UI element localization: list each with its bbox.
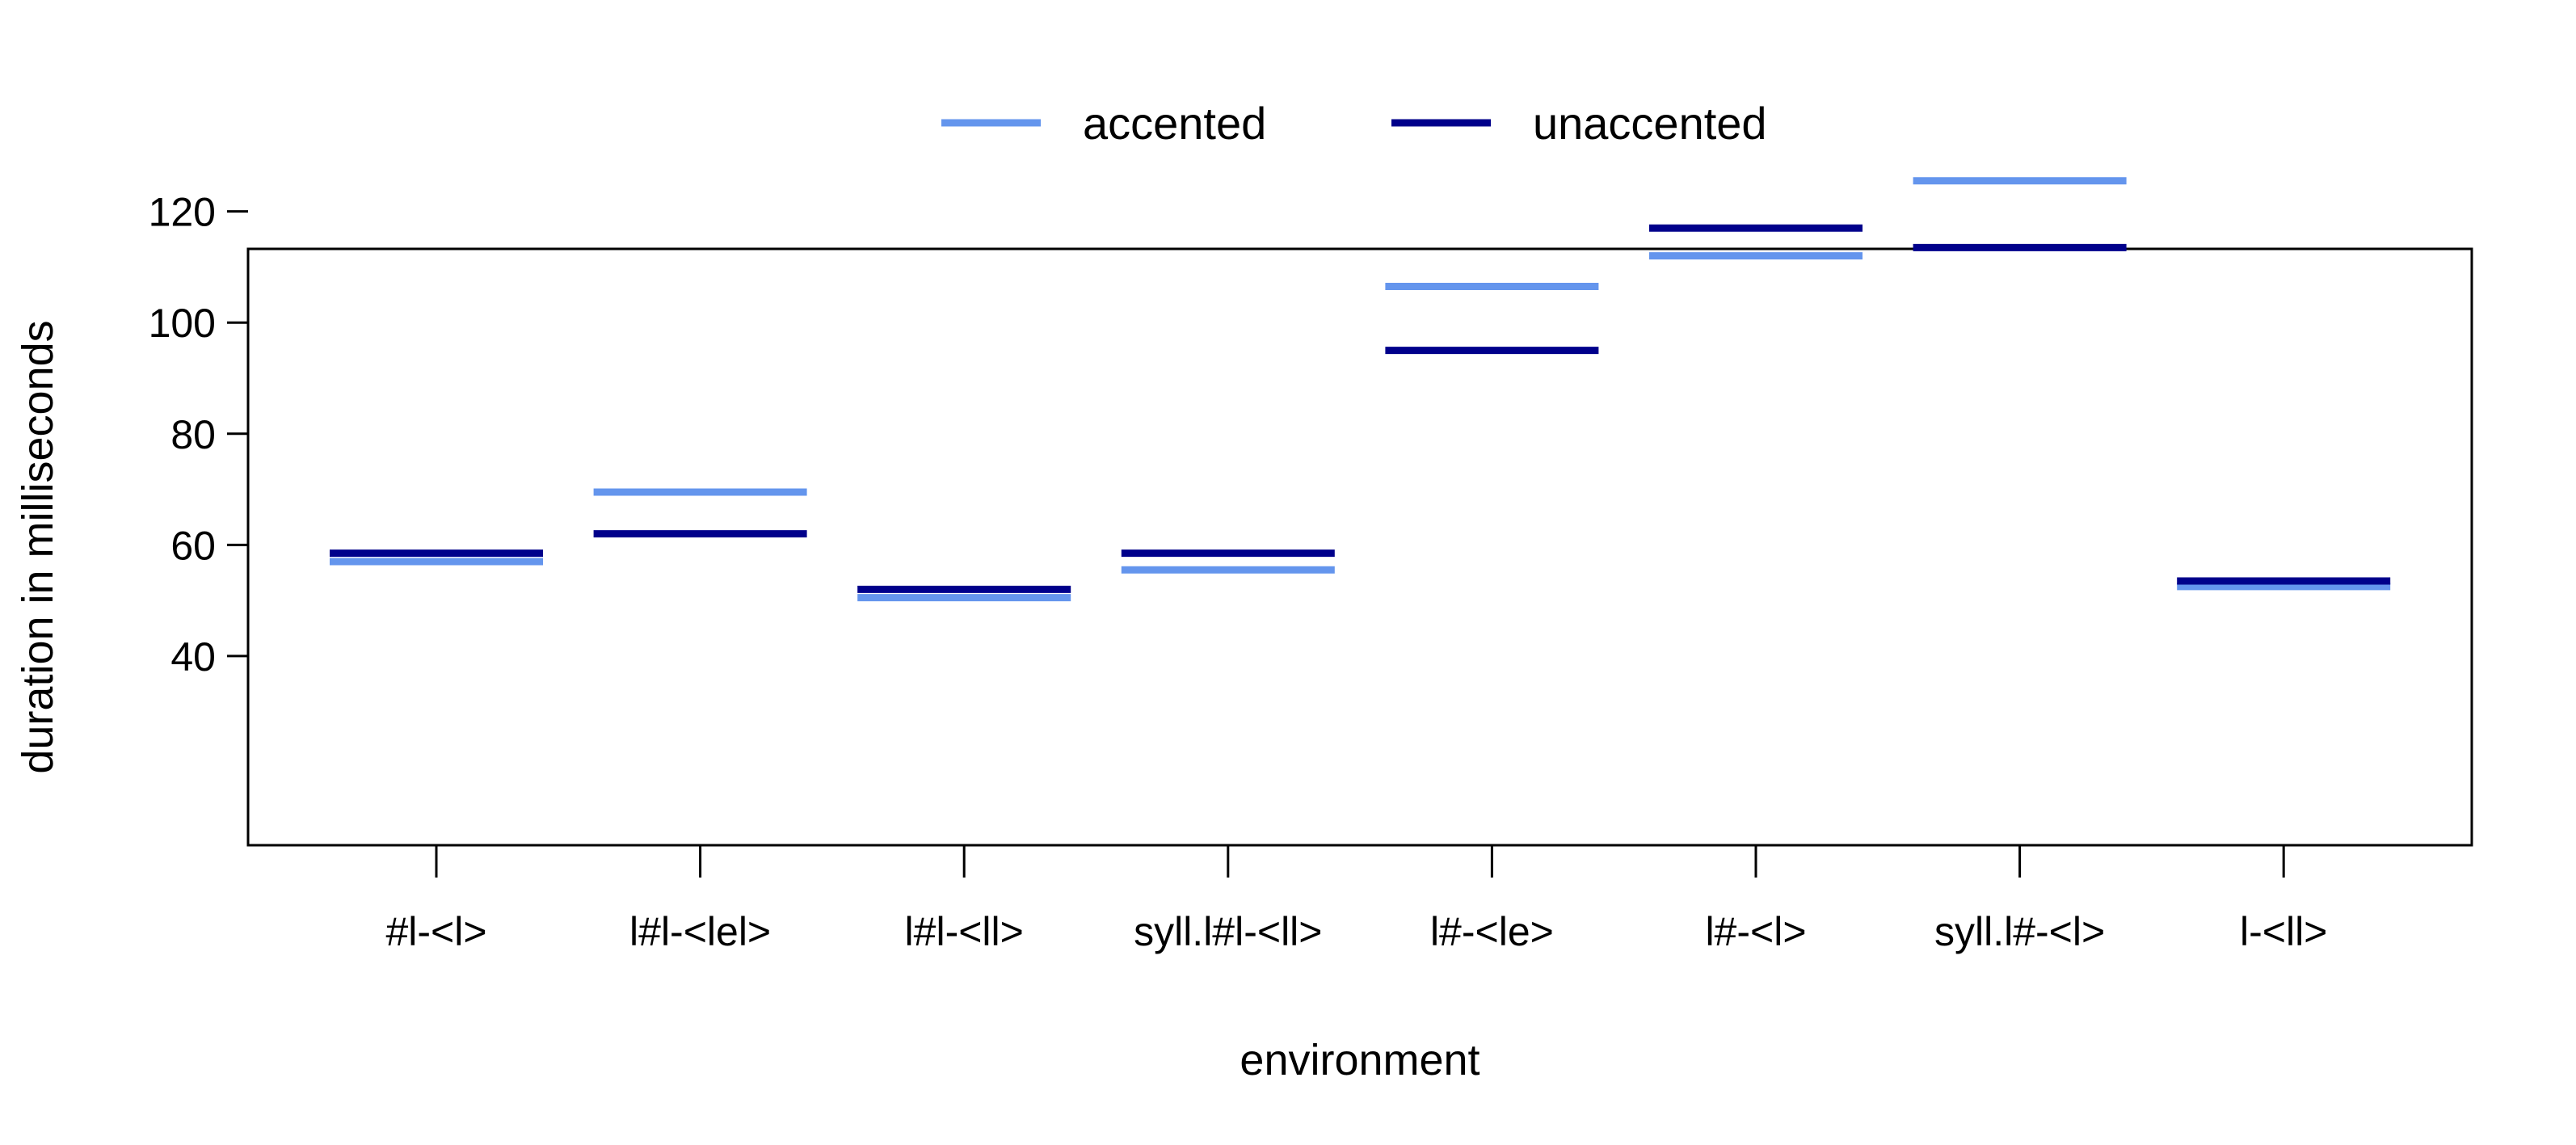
legend: accented unaccented (941, 98, 1767, 149)
y-tick-label: 40 (170, 634, 216, 680)
legend-label-unaccented: unaccented (1533, 98, 1767, 149)
y-tick-label: 60 (170, 523, 216, 568)
series-accented (330, 177, 2391, 602)
x-tick-label: l#-<l> (1705, 909, 1806, 954)
x-axis-title: environment (1240, 1036, 1480, 1084)
y-tick-label: 120 (149, 190, 216, 235)
y-tick-label: 80 (170, 412, 216, 457)
legend-label-accented: accented (1083, 98, 1266, 149)
series-group (330, 177, 2391, 602)
x-tick-label: l#-<le> (1430, 909, 1554, 954)
y-tick-label: 100 (149, 301, 216, 346)
plot-area-frame (246, 247, 2473, 847)
series-unaccented (330, 224, 2391, 593)
x-tick-label: syll.l#-<l> (1934, 909, 2105, 954)
x-tick-label: syll.l#l-<ll> (1134, 909, 1322, 954)
y-axis-title: duration in milliseconds (14, 320, 62, 773)
x-tick-label: l-<ll> (2240, 909, 2327, 954)
y-axis: 40 60 80 100 120 (149, 190, 248, 680)
x-axis: #l-<l> l#l-<lel> l#l-<ll> syll.l#l-<ll> l#-<… (385, 845, 2327, 954)
x-tick-label: l#l-<lel> (629, 909, 771, 954)
x-tick-label: #l-<l> (385, 909, 486, 954)
x-tick-label: l#l-<ll> (905, 909, 1024, 954)
